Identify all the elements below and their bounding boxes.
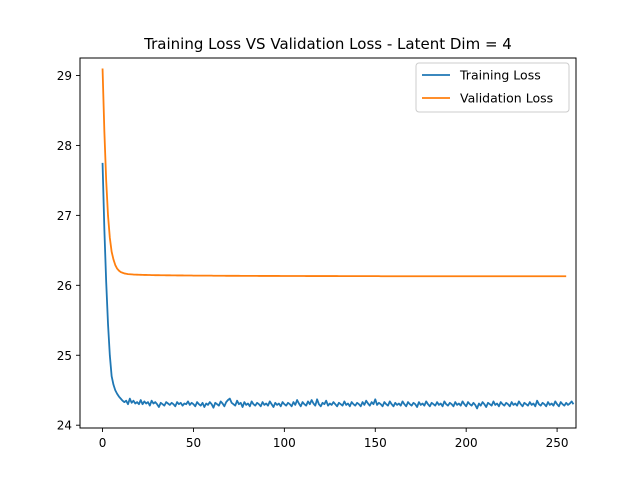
series-line-validation-loss: [101, 68, 567, 278]
legend-label-validation: Validation Loss: [460, 91, 553, 106]
y-tick-label: 28: [57, 139, 72, 153]
y-tick-label: 26: [57, 279, 72, 293]
series-line-training-loss: [101, 162, 575, 410]
axes-layer: 0 50 100 150 200 250 24 25 26 27 28 29: [57, 57, 577, 450]
y-tick-label: 29: [57, 69, 72, 83]
x-tick-label: 50: [186, 436, 201, 450]
x-tick-label: 250: [546, 436, 569, 450]
legend-label-training: Training Loss: [459, 68, 541, 83]
x-tick-label: 100: [273, 436, 296, 450]
x-tick-label: 0: [99, 436, 107, 450]
y-tick-label: 27: [57, 209, 72, 223]
plot-frame: [79, 57, 577, 429]
y-tick-label: 24: [57, 419, 72, 433]
x-tick-label: 150: [364, 436, 387, 450]
legend-frame: [415, 62, 570, 113]
x-tick-label: 200: [455, 436, 478, 450]
legend: Training Loss Validation Loss: [415, 62, 570, 113]
y-tick-label: 25: [57, 349, 72, 363]
chart-title: Training Loss VS Validation Loss - Laten…: [143, 35, 512, 53]
series-layer: [101, 68, 575, 410]
